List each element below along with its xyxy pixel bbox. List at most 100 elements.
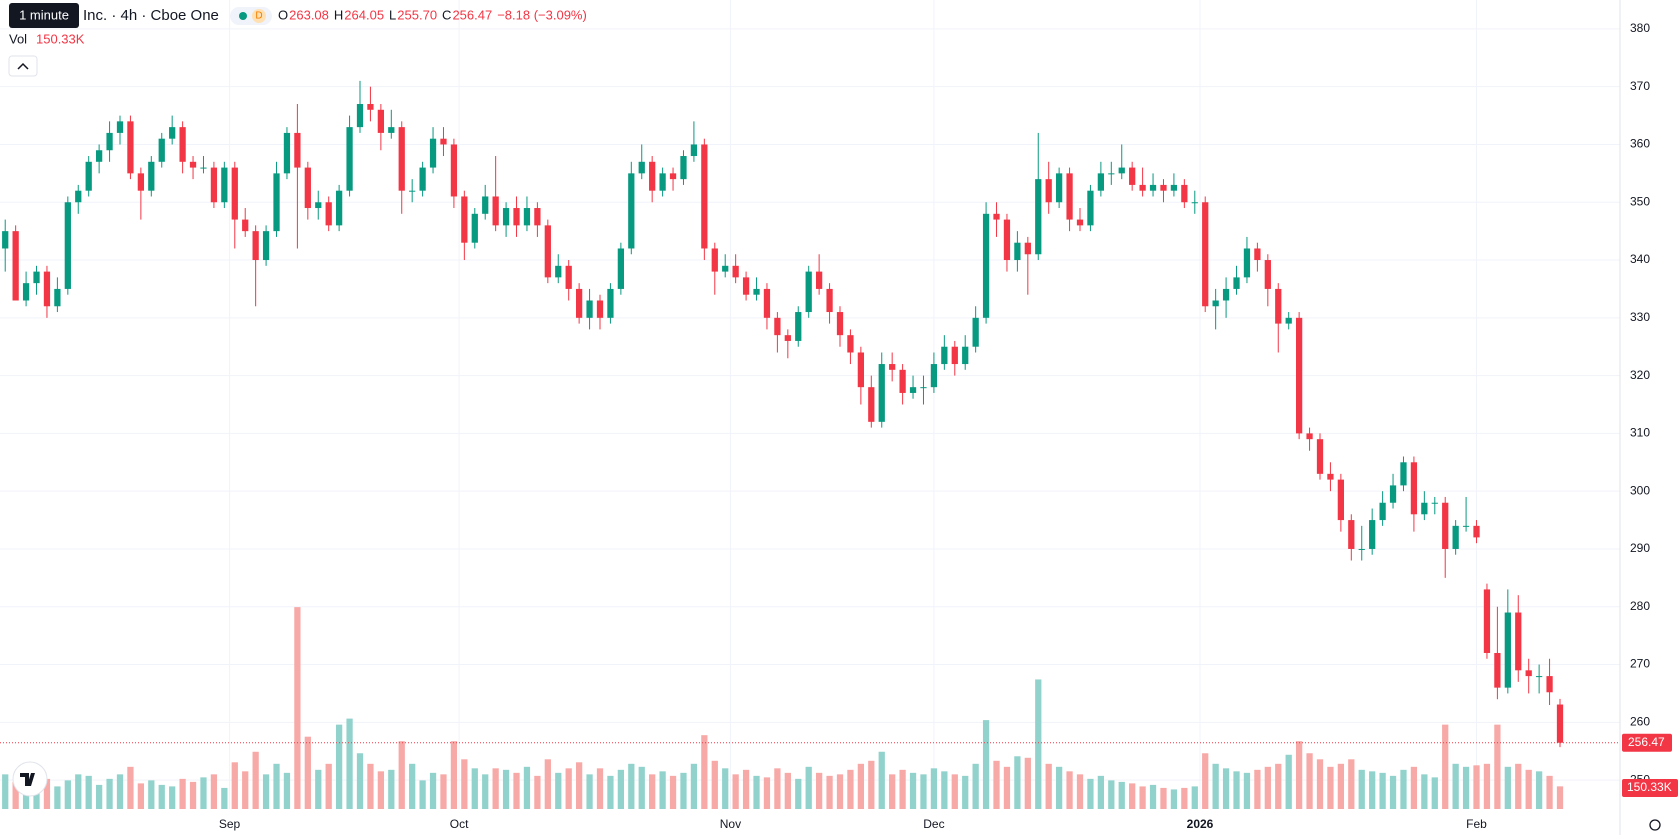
candle-body	[116, 121, 124, 133]
candle-body	[221, 167, 228, 203]
candle-body	[1504, 612, 1511, 688]
x-tick-label: Nov	[720, 817, 741, 831]
candle-body	[596, 300, 604, 318]
x-tick-label: 2026	[1187, 817, 1214, 831]
volume-bar	[805, 766, 812, 809]
volume-bar	[388, 769, 395, 809]
candle-body	[878, 364, 885, 422]
volume-bar	[127, 766, 134, 809]
candle-body	[1536, 676, 1543, 678]
ohlc-value: 256.47	[452, 7, 492, 22]
candle-body	[273, 173, 280, 232]
volume-bar	[169, 786, 176, 809]
candle-body	[1483, 589, 1491, 653]
volume-bar	[1494, 724, 1501, 809]
y-tick-label: 350	[1630, 194, 1650, 208]
y-tick-label: 370	[1630, 79, 1650, 93]
volume-bar	[96, 784, 103, 809]
volume-bar	[816, 772, 823, 809]
candle-body	[1494, 652, 1501, 688]
ohlc-key: H	[334, 7, 343, 22]
volume-bar	[534, 775, 541, 809]
volume-bar	[1421, 774, 1428, 809]
candle-body	[784, 335, 791, 341]
x-tick-label: Feb	[1466, 817, 1487, 831]
candle-body	[669, 173, 677, 180]
candle-body	[1149, 184, 1157, 191]
candle-body	[85, 161, 92, 191]
volume-bar	[617, 769, 624, 809]
y-tick-label: 310	[1630, 426, 1650, 440]
candle-body	[315, 202, 322, 209]
volume-bar	[429, 772, 437, 809]
volume-bar	[294, 607, 301, 809]
y-tick-label: 280	[1630, 599, 1650, 613]
volume-bar	[137, 783, 144, 809]
candle-body	[847, 335, 854, 353]
collapse-button[interactable]	[8, 55, 38, 77]
volume-bar	[419, 780, 426, 809]
volume-bar	[1212, 763, 1219, 809]
volume-bar	[1462, 766, 1470, 809]
volume-bar	[1056, 766, 1063, 809]
candle-body	[242, 219, 249, 232]
y-tick-label: 260	[1630, 714, 1650, 728]
volume-bar	[899, 769, 906, 809]
volume-bar	[482, 774, 489, 809]
candle-body	[1275, 288, 1282, 324]
volume-bar	[607, 775, 614, 809]
volume-bar	[1442, 724, 1449, 809]
axes: 2502602702802903003103203303403503603703…	[219, 21, 1650, 831]
candle-body	[1462, 525, 1470, 527]
volume-bar	[1139, 786, 1146, 809]
candle-body	[659, 173, 666, 191]
volume-bar	[1181, 787, 1188, 809]
volume-bar	[565, 768, 572, 809]
candle-body	[1452, 525, 1459, 549]
volume-bar	[523, 766, 531, 809]
volume-bar	[450, 741, 458, 809]
candle-body	[1118, 167, 1125, 174]
ohlc-key: C	[442, 7, 451, 22]
volume-bar	[1149, 784, 1157, 809]
candle-body	[169, 127, 176, 139]
volume-bar	[1233, 771, 1240, 809]
volume-bar	[962, 775, 969, 809]
volume-bar	[586, 774, 593, 809]
candle-body	[1327, 473, 1334, 480]
candle-body	[1296, 317, 1303, 434]
y-tick-label: 340	[1630, 252, 1650, 266]
candle-body	[649, 161, 656, 191]
volume-bar	[649, 774, 656, 809]
volume-bar	[221, 787, 228, 809]
volume-bar	[1452, 763, 1459, 809]
volume-bar	[982, 720, 990, 809]
volume-bar	[920, 774, 927, 809]
volume-bar	[158, 784, 165, 809]
candle-body	[492, 196, 499, 226]
candle-body	[325, 202, 332, 226]
candle-body	[96, 150, 103, 162]
volume-bar	[1536, 771, 1543, 809]
candle-body	[711, 248, 718, 272]
change: −8.18 (−3.09%)	[497, 7, 587, 22]
volume-bar	[659, 771, 666, 809]
volume-bar	[12, 781, 19, 809]
tooltip: 1 minute	[19, 7, 69, 22]
candle-body	[471, 213, 478, 243]
volume-bar	[1202, 753, 1209, 809]
volume-tag	[1622, 779, 1678, 797]
volume-bar	[325, 763, 332, 809]
candle-body	[429, 138, 437, 168]
volume-bar	[262, 774, 270, 809]
symbol: Inc. · 4h · Cboe One	[83, 7, 219, 24]
settings-icon[interactable]	[1649, 819, 1661, 831]
volume-bar	[774, 768, 781, 809]
volume-bar	[669, 775, 677, 809]
volume-bar	[273, 763, 280, 809]
candle-body	[941, 346, 948, 365]
volume-bar	[210, 774, 218, 809]
candle-body	[1369, 520, 1376, 549]
volume-bar	[1316, 759, 1324, 809]
volume-bar	[1515, 763, 1522, 809]
